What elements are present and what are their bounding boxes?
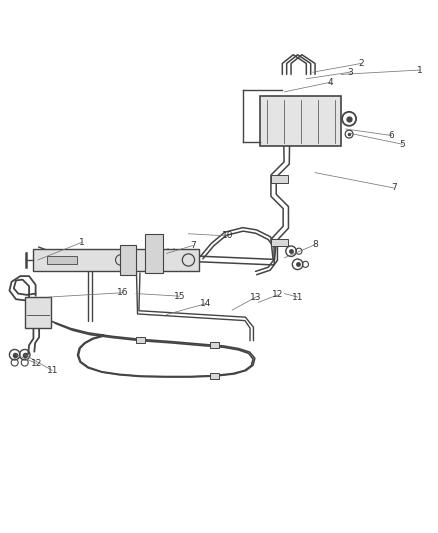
Bar: [136, 337, 145, 343]
Text: 7: 7: [190, 241, 196, 250]
Text: 16: 16: [117, 288, 129, 297]
Text: 6: 6: [389, 131, 394, 140]
Text: 14: 14: [200, 299, 212, 308]
Text: 3: 3: [347, 68, 353, 77]
Bar: [210, 342, 219, 348]
Text: 4: 4: [328, 78, 333, 87]
Text: 15: 15: [174, 292, 185, 301]
Bar: [271, 175, 288, 183]
Bar: [271, 239, 288, 246]
Bar: [25, 297, 51, 328]
Text: 8: 8: [312, 240, 318, 249]
Text: 1: 1: [78, 238, 85, 247]
Text: 1: 1: [417, 66, 423, 75]
Bar: [261, 96, 341, 147]
Bar: [145, 234, 163, 273]
Text: 12: 12: [31, 359, 42, 368]
Text: 12: 12: [272, 290, 284, 300]
Text: 7: 7: [391, 183, 396, 192]
Text: 13: 13: [251, 293, 262, 302]
Bar: [210, 373, 219, 379]
Text: 11: 11: [292, 293, 304, 302]
Bar: [46, 256, 77, 264]
Bar: [120, 245, 136, 275]
Text: 10: 10: [222, 231, 233, 240]
Text: 11: 11: [46, 366, 58, 375]
Bar: [33, 249, 199, 271]
Text: 5: 5: [399, 140, 405, 149]
Text: 2: 2: [358, 59, 364, 68]
